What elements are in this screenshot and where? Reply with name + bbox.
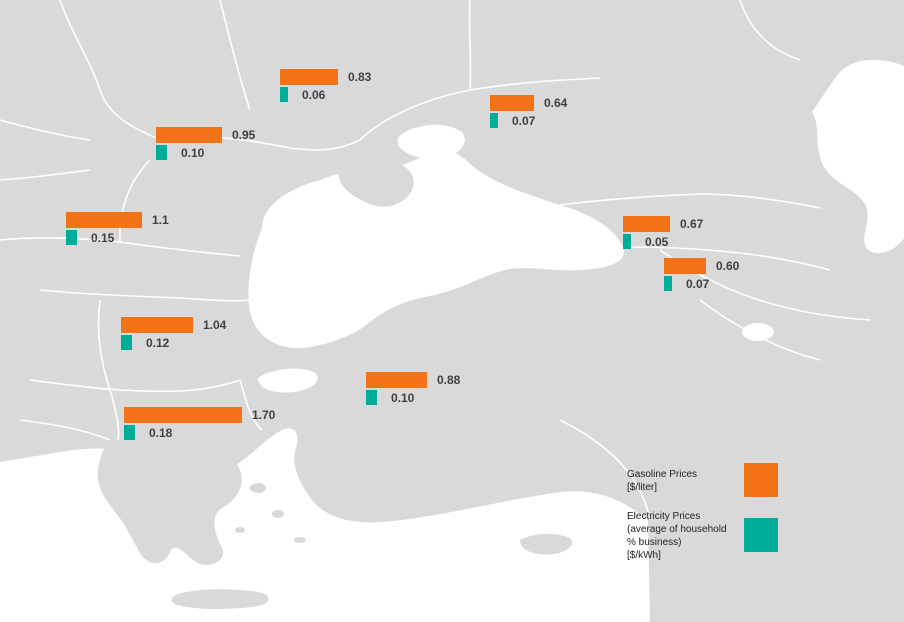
gasoline-bar	[280, 69, 338, 85]
gasoline-value: 1.04	[203, 318, 227, 332]
black-sea	[248, 149, 624, 349]
greek-peninsula	[97, 432, 242, 565]
gasoline-value: 0.67	[680, 217, 704, 231]
electricity-value: 0.10	[181, 146, 205, 160]
gasoline-bar	[664, 258, 706, 274]
electricity-value: 0.06	[302, 88, 326, 102]
aegean-island	[235, 527, 245, 533]
gasoline-value: 0.83	[348, 70, 372, 84]
crimea-peninsula	[338, 160, 414, 207]
electricity-bar	[280, 87, 288, 102]
sea-of-marmara	[258, 368, 318, 393]
legend-electricity-note-2: % business)	[627, 537, 682, 548]
electricity-bar	[623, 234, 631, 249]
gasoline-value: 0.88	[437, 373, 461, 387]
legend-electricity-swatch	[744, 518, 778, 552]
electricity-bar	[490, 113, 498, 128]
country-borders	[0, 0, 871, 521]
legend-gasoline-title: Gasoline Prices	[627, 469, 698, 480]
legend-gasoline-swatch	[744, 463, 778, 497]
gasoline-bar	[156, 127, 222, 143]
legend-electricity-title: Electricity Prices	[627, 511, 701, 522]
gasoline-bar	[490, 95, 534, 111]
electricity-value: 0.15	[91, 231, 115, 245]
electricity-bar	[121, 335, 132, 350]
gasoline-value: 0.60	[716, 259, 740, 273]
aegean-island	[294, 537, 306, 543]
gasoline-bar	[366, 372, 427, 388]
aegean-island	[250, 483, 266, 493]
gasoline-bar	[623, 216, 670, 232]
electricity-bar	[664, 276, 672, 291]
sea-of-azov	[397, 124, 465, 160]
legend-electricity-note-1: (average of household	[627, 524, 727, 535]
electricity-bar	[156, 145, 167, 160]
gasoline-bar	[124, 407, 242, 423]
electricity-value: 0.18	[149, 426, 173, 440]
electricity-value: 0.12	[146, 336, 170, 350]
aegean-island	[272, 510, 284, 518]
gasoline-value: 1.70	[252, 408, 276, 422]
gasoline-value: 0.64	[544, 96, 568, 110]
electricity-value: 0.07	[512, 114, 536, 128]
gasoline-value: 0.95	[232, 128, 256, 142]
electricity-bar	[124, 425, 135, 440]
legend-gasoline-unit: [$/liter]	[627, 482, 658, 493]
caspian-sea	[812, 59, 904, 254]
gasoline-bar	[121, 317, 193, 333]
electricity-bar	[66, 230, 77, 245]
lake	[742, 323, 774, 341]
electricity-bar	[366, 390, 377, 405]
electricity-value: 0.10	[391, 391, 415, 405]
gasoline-value: 1.1	[152, 213, 169, 227]
legend-electricity-unit: [$/kWh]	[627, 550, 661, 561]
electricity-value: 0.05	[645, 235, 669, 249]
cyprus-island	[520, 533, 573, 555]
electricity-value: 0.07	[686, 277, 710, 291]
gasoline-bar	[66, 212, 142, 228]
crete-island	[171, 589, 269, 609]
